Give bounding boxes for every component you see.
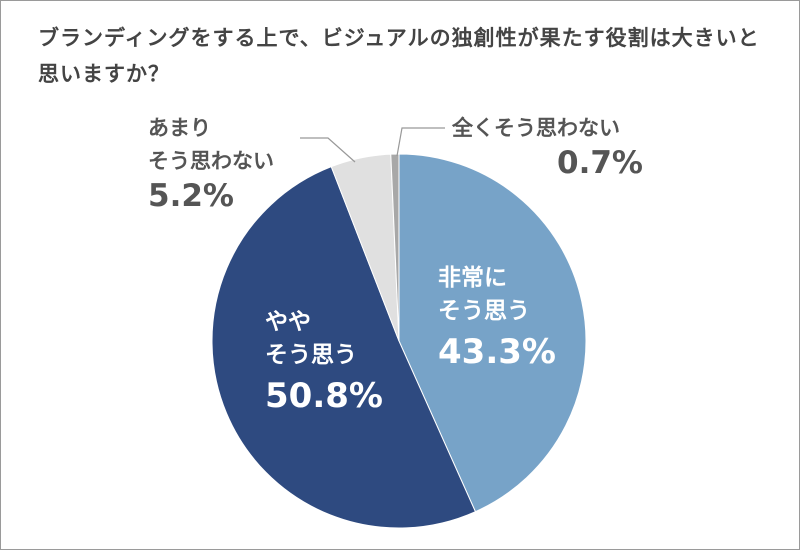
label-line: あまり: [148, 116, 211, 140]
label-line: 非常に: [438, 265, 507, 291]
leader-line-0.7: [396, 127, 445, 157]
pie-slice-0: [398, 153, 587, 513]
pie-slice-1: [211, 166, 477, 529]
chart-title: ブランディングをする上で、ビジュアルの独創性が果たす役割は大きいと思いますか？: [38, 26, 760, 86]
value-label: 0.7%: [557, 145, 643, 181]
label-line: そう思う: [265, 342, 357, 368]
label-line: そう思わない: [148, 149, 274, 173]
label-line: そう思う: [438, 298, 530, 324]
value-label: 50.8%: [265, 376, 383, 416]
value-label: 5.2%: [148, 178, 234, 214]
value-label: 43.3%: [438, 332, 556, 372]
label-somewhat-disagree: あまり そう思わない 5.2%: [148, 112, 274, 213]
label-somewhat-agree: やや そう思う 50.8%: [265, 306, 383, 413]
pie-slice-3: [390, 153, 400, 342]
label-strongly-disagree: 全くそう思わない 0.7%: [452, 112, 643, 180]
label-line: 全くそう思わない: [452, 116, 620, 140]
label-strongly-agree: 非常に そう思う 43.3%: [438, 262, 556, 369]
leader-line-5.2: [300, 137, 356, 163]
label-line: やや: [265, 309, 311, 335]
